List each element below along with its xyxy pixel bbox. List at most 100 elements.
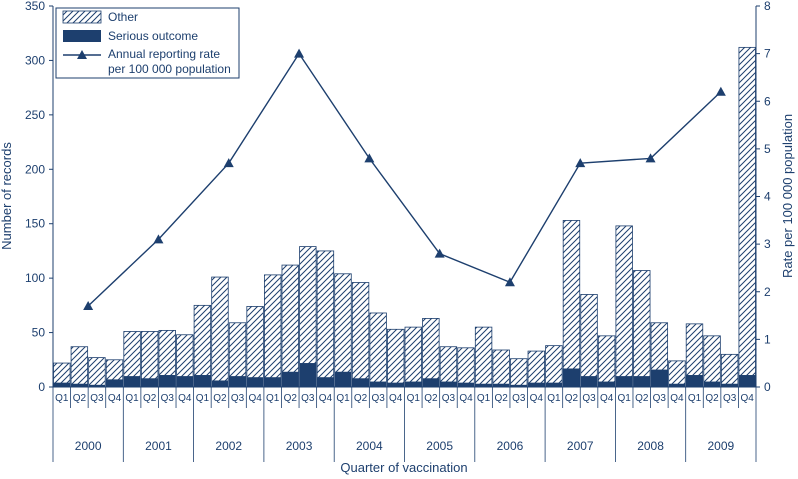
year-label: 2005	[426, 439, 453, 453]
bars-layer	[53, 46, 756, 388]
rate-line	[87, 52, 722, 307]
bar-other	[422, 318, 440, 388]
bar-other	[633, 270, 651, 388]
bar-serious-outcome	[651, 369, 668, 387]
bar-other	[474, 326, 493, 388]
legend-label-rate-2: per 100 000 population	[108, 62, 231, 76]
bar-serious-outcome	[563, 368, 580, 387]
bar-other	[545, 345, 563, 388]
bar-serious-outcome	[71, 383, 88, 387]
legend-label-rate-1: Annual reporting rate	[108, 47, 220, 61]
quarter-label: Q3	[231, 393, 245, 404]
bar-other	[457, 347, 475, 388]
rate-point-marker	[153, 234, 164, 244]
y-tick-label: 350	[25, 0, 45, 13]
quarter-label: Q2	[494, 393, 508, 404]
quarter-label: Q4	[248, 393, 262, 404]
bar-other	[351, 282, 370, 388]
quarter-label: Q4	[319, 393, 333, 404]
bar-other	[193, 304, 212, 388]
bar-other	[70, 346, 89, 388]
rate-point-marker	[223, 158, 234, 168]
legend: Other Serious outcome Annual reporting rat…	[55, 7, 240, 79]
bar-other	[492, 349, 510, 388]
bar-other	[738, 46, 756, 388]
bar-serious-outcome	[317, 377, 334, 387]
rate-point-marker	[434, 248, 445, 258]
rate-point-marker	[294, 48, 305, 58]
bar-serious-outcome	[141, 378, 158, 387]
quarter-label: Q3	[582, 393, 596, 404]
bar-other	[527, 350, 546, 388]
quarter-label: Q1	[336, 393, 350, 404]
bar-serious-outcome	[194, 375, 211, 387]
bar-other	[562, 220, 581, 388]
bar-serious-outcome	[633, 376, 651, 387]
quarter-label: Q4	[530, 393, 544, 404]
y2-tick-label: 6	[764, 94, 771, 108]
quarter-label: Q1	[688, 393, 702, 404]
bar-other	[580, 294, 598, 388]
y2-tick-label: 2	[764, 285, 771, 299]
year-label: 2004	[356, 439, 383, 453]
quarter-label: Q3	[371, 393, 385, 404]
quarter-label: Q4	[108, 393, 122, 404]
quarter-label: Q3	[161, 393, 175, 404]
y-tick-label: 0	[38, 380, 45, 394]
quarter-label: Q4	[600, 393, 614, 404]
bar-serious-outcome	[738, 375, 756, 387]
y2-tick-label: 3	[764, 237, 771, 251]
bar-serious-outcome	[211, 380, 229, 387]
y2-tick-label: 1	[764, 332, 771, 346]
bar-serious-outcome	[668, 383, 686, 387]
y-axis-title: Number of records	[0, 142, 14, 250]
bar-other	[668, 360, 686, 388]
bar-serious-outcome	[492, 383, 510, 387]
legend-swatch-serious	[63, 30, 101, 42]
bar-serious-outcome	[580, 376, 598, 387]
bar-serious-outcome	[440, 381, 457, 387]
bar-other	[703, 335, 721, 388]
quarter-label: Q2	[213, 393, 227, 404]
bar-other	[597, 335, 616, 388]
quarter-label: Q3	[90, 393, 104, 404]
bar-serious-outcome	[246, 377, 264, 387]
bar-serious-outcome	[686, 375, 703, 387]
rate-point-marker	[715, 86, 726, 96]
legend-label-other: Other	[108, 10, 138, 24]
year-label: 2000	[75, 439, 102, 453]
quarter-label: Q1	[618, 393, 632, 404]
quarter-label: Q3	[442, 393, 456, 404]
y-tick-label: 100	[25, 271, 45, 285]
year-label: 2008	[637, 439, 664, 453]
quarter-label: Q1	[55, 393, 69, 404]
y2-tick-label: 5	[764, 142, 771, 156]
bar-serious-outcome	[369, 381, 387, 387]
x-axis-title: Quarter of vaccination	[340, 460, 467, 475]
bar-other	[404, 326, 422, 388]
year-label: 2001	[145, 439, 172, 453]
year-label: 2002	[215, 439, 242, 453]
quarter-label: Q2	[565, 393, 579, 404]
quarter-label: Q2	[284, 393, 298, 404]
bar-other	[263, 274, 282, 388]
quarter-label: Q2	[143, 393, 157, 404]
bar-serious-outcome	[528, 382, 545, 387]
bar-serious-outcome	[422, 378, 440, 387]
y-tick-label: 200	[25, 162, 45, 176]
year-label: 2009	[707, 439, 734, 453]
bar-serious-outcome	[229, 376, 246, 387]
year-label: 2003	[286, 439, 313, 453]
bar-serious-outcome	[106, 379, 123, 387]
bar-serious-outcome	[53, 382, 71, 387]
legend-swatch-other	[62, 10, 102, 24]
quarter-label: Q4	[459, 393, 473, 404]
y2-tick-label: 8	[764, 0, 771, 13]
bar-other	[281, 264, 299, 388]
bar-serious-outcome	[299, 363, 317, 387]
rate-point-marker	[504, 277, 515, 287]
bar-other	[615, 225, 633, 388]
bar-serious-outcome	[264, 377, 281, 387]
rate-point-marker	[645, 153, 656, 163]
